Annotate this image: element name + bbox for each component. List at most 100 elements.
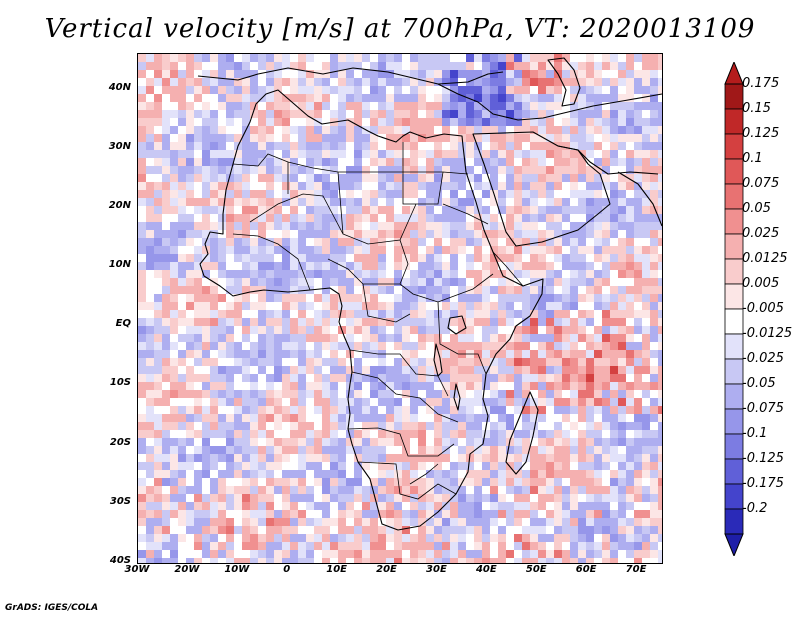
field-cell xyxy=(338,62,346,70)
field-cell xyxy=(418,430,426,438)
field-cell xyxy=(354,326,362,334)
field-cell xyxy=(634,502,642,510)
field-cell xyxy=(226,278,234,286)
field-cell xyxy=(602,462,610,470)
field-cell xyxy=(450,270,458,278)
field-cell xyxy=(242,414,250,422)
field-cell xyxy=(202,94,210,102)
field-cell xyxy=(138,414,146,422)
field-cell xyxy=(290,550,298,558)
field-cell xyxy=(490,534,498,542)
field-cell xyxy=(426,446,434,454)
field-cell xyxy=(634,182,642,190)
field-cell xyxy=(514,462,522,470)
field-cell xyxy=(610,86,618,94)
field-cell xyxy=(202,414,210,422)
field-cell xyxy=(538,398,546,406)
field-cell xyxy=(242,558,250,563)
field-cell xyxy=(530,62,538,70)
field-cell xyxy=(194,94,202,102)
field-cell xyxy=(578,446,586,454)
colorbar-level-label: -0.075 xyxy=(742,401,784,416)
field-cell xyxy=(530,254,538,262)
field-cell xyxy=(594,62,602,70)
field-cell xyxy=(434,462,442,470)
field-cell xyxy=(282,542,290,550)
field-cell xyxy=(386,438,394,446)
field-cell xyxy=(650,334,658,342)
field-cell xyxy=(210,86,218,94)
field-cell xyxy=(538,166,546,174)
field-cell xyxy=(618,134,626,142)
field-cell xyxy=(226,262,234,270)
field-cell xyxy=(330,86,338,94)
field-cell xyxy=(522,238,530,246)
field-cell xyxy=(490,78,498,86)
field-cell xyxy=(154,278,162,286)
field-cell xyxy=(466,94,474,102)
field-cell xyxy=(242,110,250,118)
field-cell xyxy=(546,198,554,206)
field-cell xyxy=(522,190,530,198)
field-cell xyxy=(442,350,450,358)
field-cell xyxy=(610,454,618,462)
field-cell xyxy=(642,478,650,486)
field-cell xyxy=(578,406,586,414)
field-cell xyxy=(506,374,514,382)
field-cell xyxy=(466,542,474,550)
field-cell xyxy=(490,150,498,158)
field-cell xyxy=(306,278,314,286)
field-cell xyxy=(466,54,474,62)
field-cell xyxy=(594,54,602,62)
field-cell xyxy=(378,222,386,230)
field-cell xyxy=(346,222,354,230)
field-cell xyxy=(170,222,178,230)
colorbar-level-label: 0.0125 xyxy=(742,251,788,266)
field-cell xyxy=(562,334,570,342)
field-cell xyxy=(570,230,578,238)
field-cell xyxy=(362,94,370,102)
field-cell xyxy=(226,462,234,470)
field-cell xyxy=(194,470,202,478)
field-cell xyxy=(258,198,266,206)
field-cell xyxy=(610,398,618,406)
field-cell xyxy=(450,278,458,286)
field-cell xyxy=(634,374,642,382)
field-cell xyxy=(226,406,234,414)
field-cell xyxy=(490,494,498,502)
field-cell xyxy=(242,502,250,510)
field-cell xyxy=(306,54,314,62)
field-cell xyxy=(522,310,530,318)
field-cell xyxy=(498,558,506,563)
field-cell xyxy=(202,118,210,126)
field-cell xyxy=(274,414,282,422)
field-cell xyxy=(386,422,394,430)
field-cell xyxy=(170,310,178,318)
field-cell xyxy=(610,550,618,558)
field-cell xyxy=(650,262,658,270)
field-cell xyxy=(442,494,450,502)
field-cell xyxy=(514,310,522,318)
field-cell xyxy=(146,78,154,86)
field-cell xyxy=(514,62,522,70)
field-cell xyxy=(410,534,418,542)
field-cell xyxy=(290,110,298,118)
field-cell xyxy=(170,54,178,62)
field-cell xyxy=(346,454,354,462)
field-cell xyxy=(186,534,194,542)
field-cell xyxy=(442,534,450,542)
field-cell xyxy=(378,286,386,294)
field-cell xyxy=(370,542,378,550)
field-cell xyxy=(146,142,154,150)
field-cell xyxy=(642,526,650,534)
field-cell xyxy=(290,54,298,62)
field-cell xyxy=(314,494,322,502)
field-cell xyxy=(146,254,154,262)
field-cell xyxy=(250,110,258,118)
field-cell xyxy=(218,422,226,430)
field-cell xyxy=(586,494,594,502)
field-cell xyxy=(578,286,586,294)
field-cell xyxy=(562,550,570,558)
field-cell xyxy=(370,526,378,534)
field-cell xyxy=(578,222,586,230)
